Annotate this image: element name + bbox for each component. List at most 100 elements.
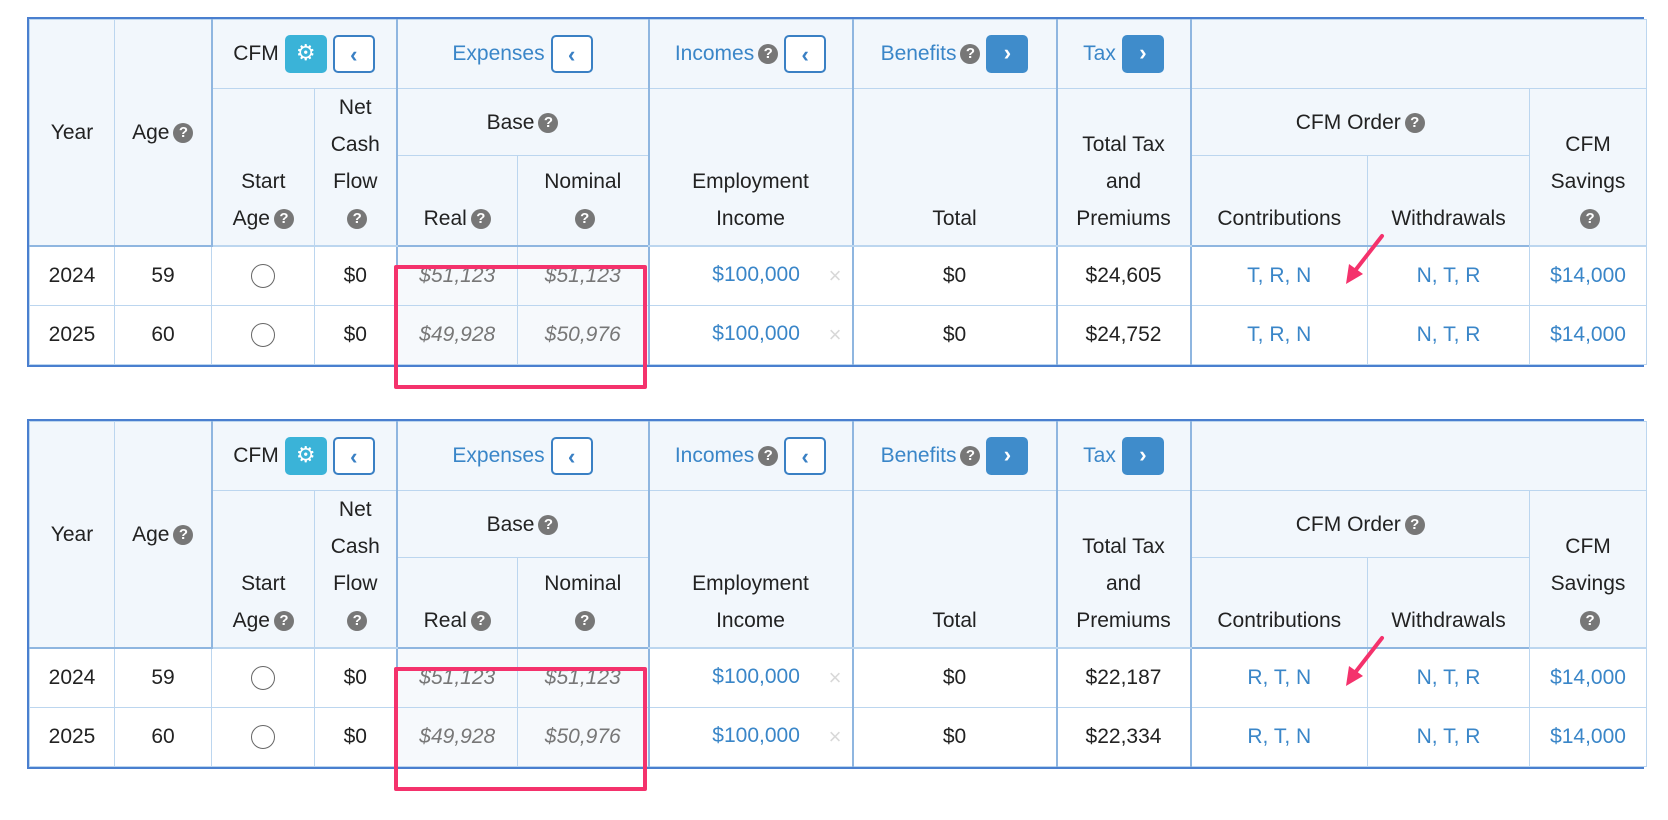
close-icon[interactable]: × [828, 724, 842, 749]
cfm-savings-link[interactable]: $14,000 [1529, 305, 1648, 365]
help-icon[interactable]: ? [347, 611, 368, 631]
employment-income-link[interactable]: $100,000 [712, 665, 800, 688]
expense-nominal-cell[interactable]: $50,976 [516, 707, 650, 767]
total-tax-cell: $24,605 [1056, 245, 1192, 306]
expense-real-cell[interactable]: $51,123 [396, 647, 518, 708]
cfm-savings-label: CFM [1565, 133, 1611, 156]
net-cash-flow-label: Net [338, 498, 372, 521]
employment-income-label: Employment [692, 572, 809, 595]
help-icon[interactable]: ? [960, 43, 981, 64]
start-age-radio[interactable] [251, 264, 275, 289]
collapse-incomes-button[interactable]: ‹ [784, 437, 827, 476]
cfm-savings-link[interactable]: $14,000 [1529, 707, 1648, 767]
expand-tax-button[interactable]: › [1121, 35, 1164, 74]
net-cash-flow-header: Net Cash Flow? [314, 490, 398, 649]
employment-income-link[interactable]: $100,000 [712, 724, 800, 747]
base-label: Base [486, 512, 535, 536]
expense-nominal-cell[interactable]: $51,123 [516, 245, 650, 306]
collapse-incomes-button[interactable]: ‹ [784, 35, 827, 74]
help-icon[interactable]: ? [1580, 209, 1601, 229]
expense-real-cell[interactable]: $49,928 [396, 305, 518, 365]
incomes-link[interactable]: Incomes [674, 443, 755, 467]
expenses-link[interactable]: Expenses [452, 41, 545, 65]
help-icon[interactable]: ? [538, 514, 559, 535]
start-age-radio[interactable] [251, 323, 275, 348]
collapse-cfm-button[interactable]: ‹ [332, 35, 375, 74]
cfm-savings-link[interactable]: $14,000 [1529, 245, 1648, 306]
help-icon[interactable]: ? [538, 112, 559, 133]
empty-group-header [1190, 19, 1648, 89]
help-icon[interactable]: ? [273, 209, 294, 229]
contributions-order-link[interactable]: T, R, N [1190, 245, 1369, 306]
age-cell: 59 [114, 647, 212, 708]
help-icon[interactable]: ? [758, 43, 779, 64]
net-cash-flow-label: Flow [333, 170, 378, 193]
gear-icon[interactable]: ⚙ [284, 35, 327, 74]
help-icon[interactable]: ? [273, 611, 294, 631]
net-cash-flow-label: Cash [330, 535, 380, 558]
expense-real-cell[interactable]: $49,928 [396, 707, 518, 767]
contributions-order-link[interactable]: R, T, N [1190, 647, 1369, 708]
expense-real-cell[interactable]: $51,123 [396, 245, 518, 306]
help-icon[interactable]: ? [758, 445, 779, 466]
total-label: Total [932, 609, 977, 632]
collapse-expenses-button[interactable]: ‹ [550, 35, 593, 74]
help-icon[interactable]: ? [1404, 514, 1425, 535]
expense-nominal-cell[interactable]: $50,976 [516, 305, 650, 365]
year-cell: 2024 [29, 245, 115, 306]
withdrawals-order-link[interactable]: N, T, R [1367, 305, 1531, 365]
year-header: Year [29, 421, 115, 649]
withdrawals-order-link[interactable]: N, T, R [1367, 245, 1531, 306]
total-tax-header: Total Tax and Premiums [1056, 490, 1192, 649]
employment-income-header: Employment Income [648, 490, 854, 649]
benefits-link[interactable]: Benefits [880, 41, 957, 65]
net-cash-flow-header: Net Cash Flow? [314, 88, 398, 247]
withdrawals-order-link[interactable]: N, T, R [1367, 707, 1531, 767]
tax-link[interactable]: Tax [1083, 443, 1116, 467]
contributions-label: Contributions [1217, 207, 1342, 230]
collapse-cfm-button[interactable]: ‹ [332, 437, 375, 476]
gear-icon[interactable]: ⚙ [284, 437, 327, 476]
expand-benefits-button[interactable]: › [986, 437, 1029, 476]
employment-income-label: Employment [692, 170, 809, 193]
contributions-order-link[interactable]: T, R, N [1190, 305, 1369, 365]
help-icon[interactable]: ? [960, 445, 981, 466]
help-icon[interactable]: ? [1404, 112, 1425, 133]
benefits-link[interactable]: Benefits [880, 443, 957, 467]
withdrawals-header: Withdrawals [1367, 557, 1531, 649]
help-icon[interactable]: ? [574, 611, 595, 631]
expand-benefits-button[interactable]: › [986, 35, 1029, 74]
start-age-radio[interactable] [251, 666, 275, 691]
expenses-group-header: Expenses ‹ [395, 421, 650, 491]
close-icon[interactable]: × [828, 665, 842, 690]
total-tax-cell: $24,752 [1056, 305, 1192, 365]
tax-link[interactable]: Tax [1083, 41, 1116, 65]
table-row: 2025 60 $0 $49,928 $50,976 $100,000 × $0 … [29, 305, 1648, 365]
help-icon[interactable]: ? [574, 209, 595, 229]
help-icon[interactable]: ? [1580, 611, 1601, 631]
cfm-savings-link[interactable]: $14,000 [1529, 647, 1648, 708]
start-age-radio[interactable] [251, 725, 275, 750]
help-icon[interactable]: ? [347, 209, 368, 229]
withdrawals-label: Withdrawals [1391, 207, 1506, 230]
withdrawals-order-link[interactable]: N, T, R [1367, 647, 1531, 708]
cfm-savings-header: CFM Savings? [1529, 490, 1648, 649]
contributions-order-link[interactable]: R, T, N [1190, 707, 1369, 767]
employment-income-link[interactable]: $100,000 [712, 263, 800, 286]
net-cash-flow-cell: $0 [314, 707, 398, 767]
employment-income-link[interactable]: $100,000 [712, 322, 800, 345]
close-icon[interactable]: × [828, 263, 842, 288]
help-icon[interactable]: ? [470, 611, 491, 631]
help-icon[interactable]: ? [173, 525, 194, 545]
start-age-label: Age [232, 609, 270, 632]
expand-tax-button[interactable]: › [1121, 437, 1164, 476]
benefits-total-header: Total [852, 490, 1058, 649]
total-tax-label: and [1105, 572, 1142, 595]
help-icon[interactable]: ? [470, 209, 491, 229]
collapse-expenses-button[interactable]: ‹ [550, 437, 593, 476]
incomes-link[interactable]: Incomes [674, 41, 755, 65]
expenses-link[interactable]: Expenses [452, 443, 545, 467]
close-icon[interactable]: × [828, 322, 842, 347]
help-icon[interactable]: ? [173, 123, 194, 143]
expense-nominal-cell[interactable]: $51,123 [516, 647, 650, 708]
